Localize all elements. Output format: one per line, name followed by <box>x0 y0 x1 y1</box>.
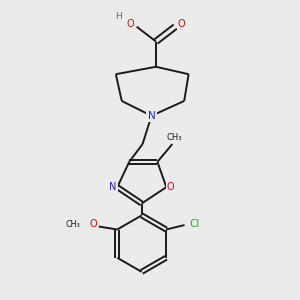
Text: Cl: Cl <box>190 219 200 229</box>
Text: CH₃: CH₃ <box>167 133 182 142</box>
Text: O: O <box>178 19 186 29</box>
Text: N: N <box>148 111 155 121</box>
Text: H: H <box>116 12 122 21</box>
Text: O: O <box>126 19 134 29</box>
Text: O: O <box>167 182 175 192</box>
Text: N: N <box>109 182 116 192</box>
Text: CH₃: CH₃ <box>66 220 80 229</box>
Text: O: O <box>89 219 97 229</box>
